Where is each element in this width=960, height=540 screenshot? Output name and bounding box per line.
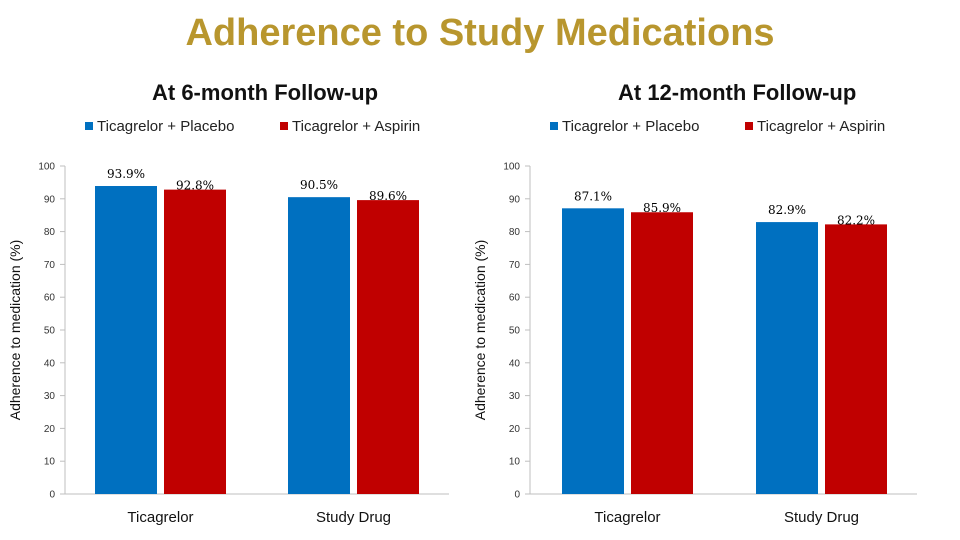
data-label: 85.9% <box>643 201 681 215</box>
legend-label-placebo: Ticagrelor + Placebo <box>562 118 700 135</box>
y-tick-label: 30 <box>44 391 56 402</box>
bar-ticagrelor-aspirin <box>631 212 693 495</box>
y-tick-label: 10 <box>509 457 521 468</box>
y-tick-label: 50 <box>44 326 56 337</box>
y-tick-label: 70 <box>44 260 56 271</box>
chart-6-month: 0 10 20 30 40 50 60 70 80 90 100 Adherence to medic… <box>7 162 449 526</box>
y-tick-label: 100 <box>503 162 520 173</box>
bar-ticagrelor-placebo <box>562 208 624 494</box>
y-tick-label: 100 <box>38 162 55 173</box>
legend-item-placebo: Ticagrelor + Placebo <box>550 118 699 135</box>
y-tick-label: 50 <box>509 326 521 337</box>
legend-swatch-placebo <box>550 122 558 130</box>
data-label: 89.6% <box>369 189 407 203</box>
y-tick-label: 90 <box>44 194 56 205</box>
y-tick-label: 10 <box>44 457 56 468</box>
y-tick-label: 70 <box>509 260 521 271</box>
page-title: Adherence to Study Medications <box>185 12 775 54</box>
data-label: 87.1% <box>574 189 612 203</box>
legend-label-aspirin: Ticagrelor + Aspirin <box>757 118 886 135</box>
category-label-ticagrelor: Ticagrelor <box>127 509 193 526</box>
legend-item-aspirin: Ticagrelor + Aspirin <box>745 118 885 135</box>
chart-title-12-month: At 12-month Follow-up <box>618 80 857 105</box>
bar-study-drug-aspirin <box>357 200 419 494</box>
y-tick-label: 80 <box>509 227 521 238</box>
legend-swatch-aspirin <box>745 122 753 130</box>
chart-12-month: 0 10 20 30 40 50 60 70 80 90 100 Adherence to medic… <box>472 162 917 526</box>
legend-label-aspirin: Ticagrelor + Aspirin <box>292 118 421 135</box>
category-label-study-drug: Study Drug <box>316 509 391 526</box>
bar-ticagrelor-aspirin <box>164 189 226 494</box>
y-axis-label: Adherence to medication (%) <box>472 240 488 421</box>
y-tick-label: 0 <box>514 490 520 501</box>
y-tick-label: 0 <box>49 490 55 501</box>
legend-swatch-placebo <box>85 122 93 130</box>
data-label: 90.5% <box>300 178 338 192</box>
bar-study-drug-placebo <box>288 197 350 494</box>
y-tick-label: 40 <box>44 358 56 369</box>
bar-study-drug-placebo <box>756 222 818 494</box>
y-tick-label: 20 <box>44 424 56 435</box>
category-label-ticagrelor: Ticagrelor <box>594 509 660 526</box>
y-tick-label: 90 <box>509 194 521 205</box>
y-tick-label: 60 <box>509 293 521 304</box>
legend-label-placebo: Ticagrelor + Placebo <box>97 118 235 135</box>
data-label: 93.9% <box>107 167 145 181</box>
y-tick-label: 40 <box>509 358 521 369</box>
data-label: 92.8% <box>176 179 214 193</box>
legend-swatch-aspirin <box>280 122 288 130</box>
y-tick-label: 30 <box>509 391 521 402</box>
category-label-study-drug: Study Drug <box>784 509 859 526</box>
legend-item-aspirin: Ticagrelor + Aspirin <box>280 118 420 135</box>
legend-item-placebo: Ticagrelor + Placebo <box>85 118 234 135</box>
y-tick-label: 60 <box>44 293 56 304</box>
chart-title-6-month: At 6-month Follow-up <box>152 80 379 105</box>
bar-study-drug-aspirin <box>825 224 887 494</box>
y-tick-label: 20 <box>509 424 521 435</box>
y-axis-label: Adherence to medication (%) <box>7 240 23 421</box>
y-tick-label: 80 <box>44 227 56 238</box>
data-label: 82.2% <box>837 213 875 227</box>
bar-ticagrelor-placebo <box>95 186 157 494</box>
data-label: 82.9% <box>768 203 806 217</box>
